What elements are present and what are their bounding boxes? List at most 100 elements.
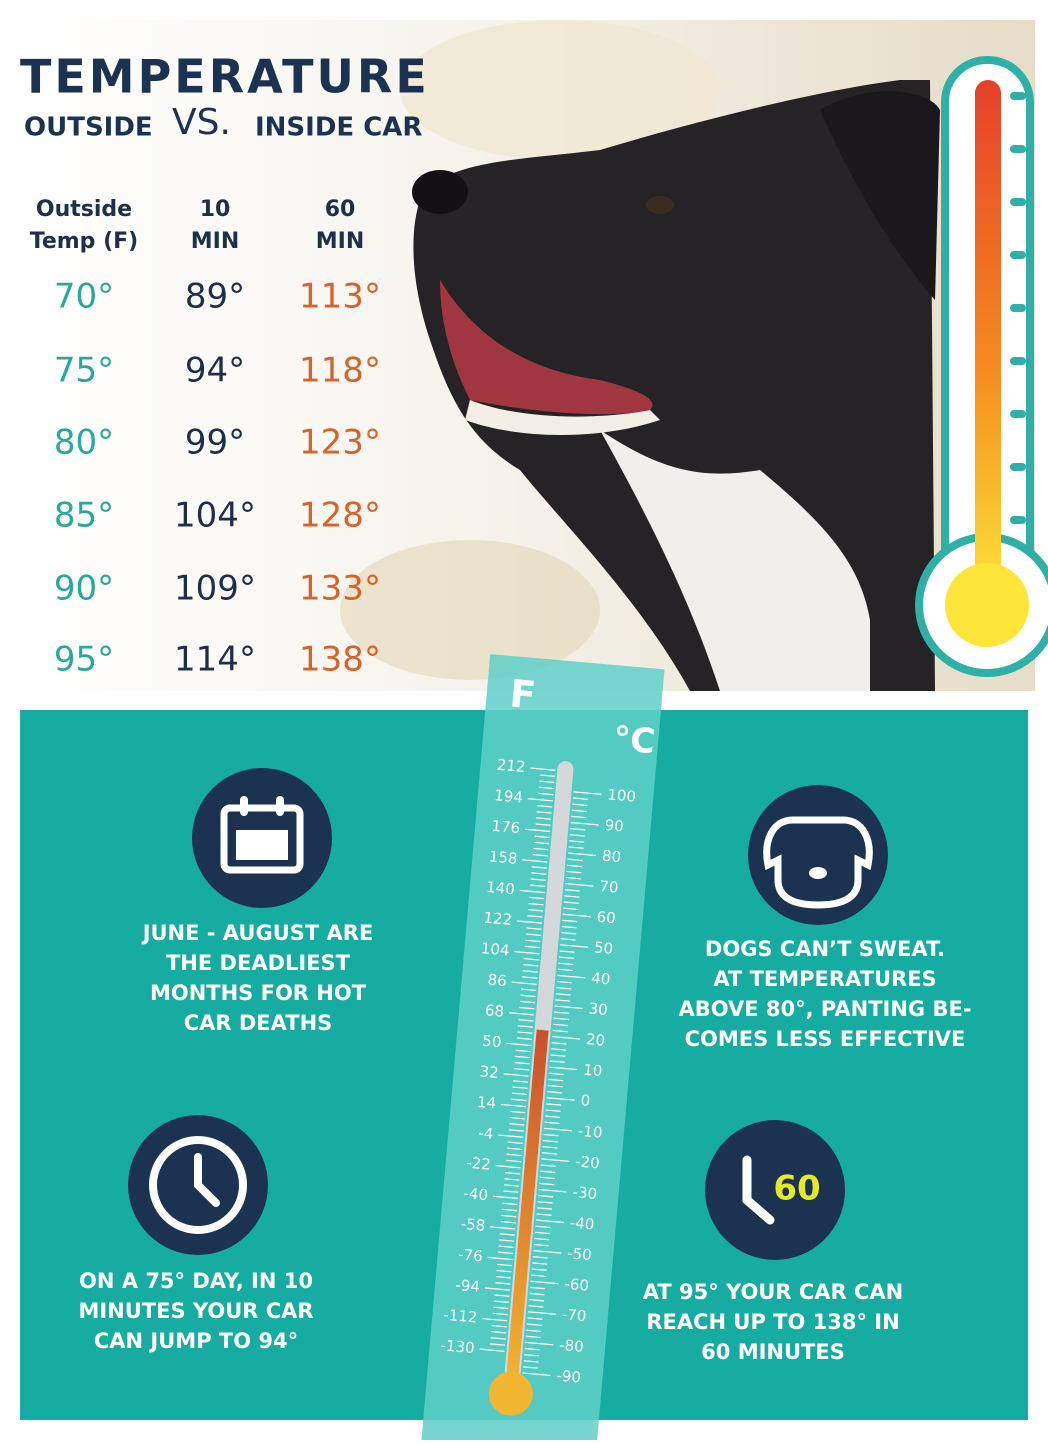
tick [525,933,541,936]
tick [502,1202,518,1206]
table-cell: 94° [185,351,245,391]
tick [487,1256,513,1261]
tick [564,895,580,898]
tick [518,1019,534,1022]
tick [530,1280,559,1285]
fact-text: MONTHS FOR HOT [150,981,367,1005]
c-tick-label: 90 [604,816,625,836]
tick [542,1139,558,1143]
tick [514,1068,530,1071]
c-tick-label: 100 [607,785,637,805]
tick [528,909,544,912]
tick [509,1123,525,1126]
tick [539,1182,555,1186]
fact-text: ABOVE 80°, PANTING BE- [678,997,971,1021]
tick [484,1287,510,1291]
tick [537,1207,553,1210]
tick [526,1329,542,1333]
tick [524,1347,540,1351]
tick [496,1269,512,1273]
tick [495,1165,521,1169]
tick [528,1305,544,1308]
table-header: Temp (F) [30,229,138,254]
c-tick-label: -80 [558,1336,584,1356]
tick [562,919,578,923]
table-cell: 89° [185,277,245,317]
table-cell: 113° [299,277,381,317]
f-tick-label: 158 [488,847,518,867]
c-tick-label: -70 [561,1305,587,1325]
icon-text: 60 [773,1169,820,1209]
tick [506,1153,522,1157]
tick [545,1115,561,1118]
tick [482,1317,508,1322]
tick [536,1213,552,1216]
tick [536,811,552,814]
tick [569,840,585,843]
fact-text: CAR DEATHS [184,1011,333,1035]
tick [515,1055,531,1059]
tick [538,1188,567,1193]
tick [527,1317,543,1320]
tick [544,1127,573,1132]
tick [544,1121,560,1125]
c-tick-label: 20 [585,1030,606,1050]
tick [563,901,579,904]
f-tick-label: -58 [460,1215,486,1235]
table-cell: 104° [174,496,256,536]
tick [527,915,543,918]
tick [541,1158,570,1162]
c-tick-label: 80 [601,847,622,867]
tick [519,889,545,894]
tick [524,945,540,949]
tick [524,1354,540,1357]
tick [503,1190,519,1193]
c-tick-label: 30 [588,999,609,1019]
subtitle-vs: VS. [172,102,231,143]
tick [547,1084,563,1088]
tick [554,1005,583,1010]
tick [537,805,553,808]
tick [507,1147,523,1151]
tick [536,817,552,820]
thermometer-graphic [915,56,1048,677]
fact-text: ON A 75° DAY, IN 10 [79,1269,313,1293]
table-cell: 109° [174,569,256,609]
tick [521,988,537,992]
table-header: MIN [191,229,240,254]
tick [527,1311,556,1315]
tick [549,1060,565,1063]
icon-circle [705,1120,845,1260]
tick [508,1129,524,1132]
title: TEMPERATURE [20,50,430,104]
notch [1010,463,1026,471]
tick [525,1341,554,1346]
tick [564,889,580,892]
tick [548,1078,564,1082]
tick [495,1282,511,1285]
tick [568,846,584,849]
tick [532,1256,548,1259]
tick [479,1348,505,1352]
fact-text: MINUTES YOUR CAR [78,1299,313,1323]
tick [557,974,586,979]
notch [1010,198,1026,206]
tick [554,1011,570,1015]
c-tick-label: -40 [569,1214,595,1234]
tick [514,950,540,955]
tick [530,884,546,888]
tick [530,878,546,881]
tick [545,1109,561,1112]
tick [532,853,548,857]
tick [534,1231,550,1235]
table-cell: 138° [299,640,381,680]
table-header: 60 [325,197,356,222]
facts: JUNE - AUGUST ARE THE DEADLIEST MONTHS FOR… [78,768,972,1364]
tick [494,1294,510,1297]
tick [504,1172,521,1175]
f-tick-label: 86 [487,971,508,991]
f-tick-label: 14 [476,1093,497,1113]
tick [557,968,573,972]
table-cell: 128° [299,496,381,536]
